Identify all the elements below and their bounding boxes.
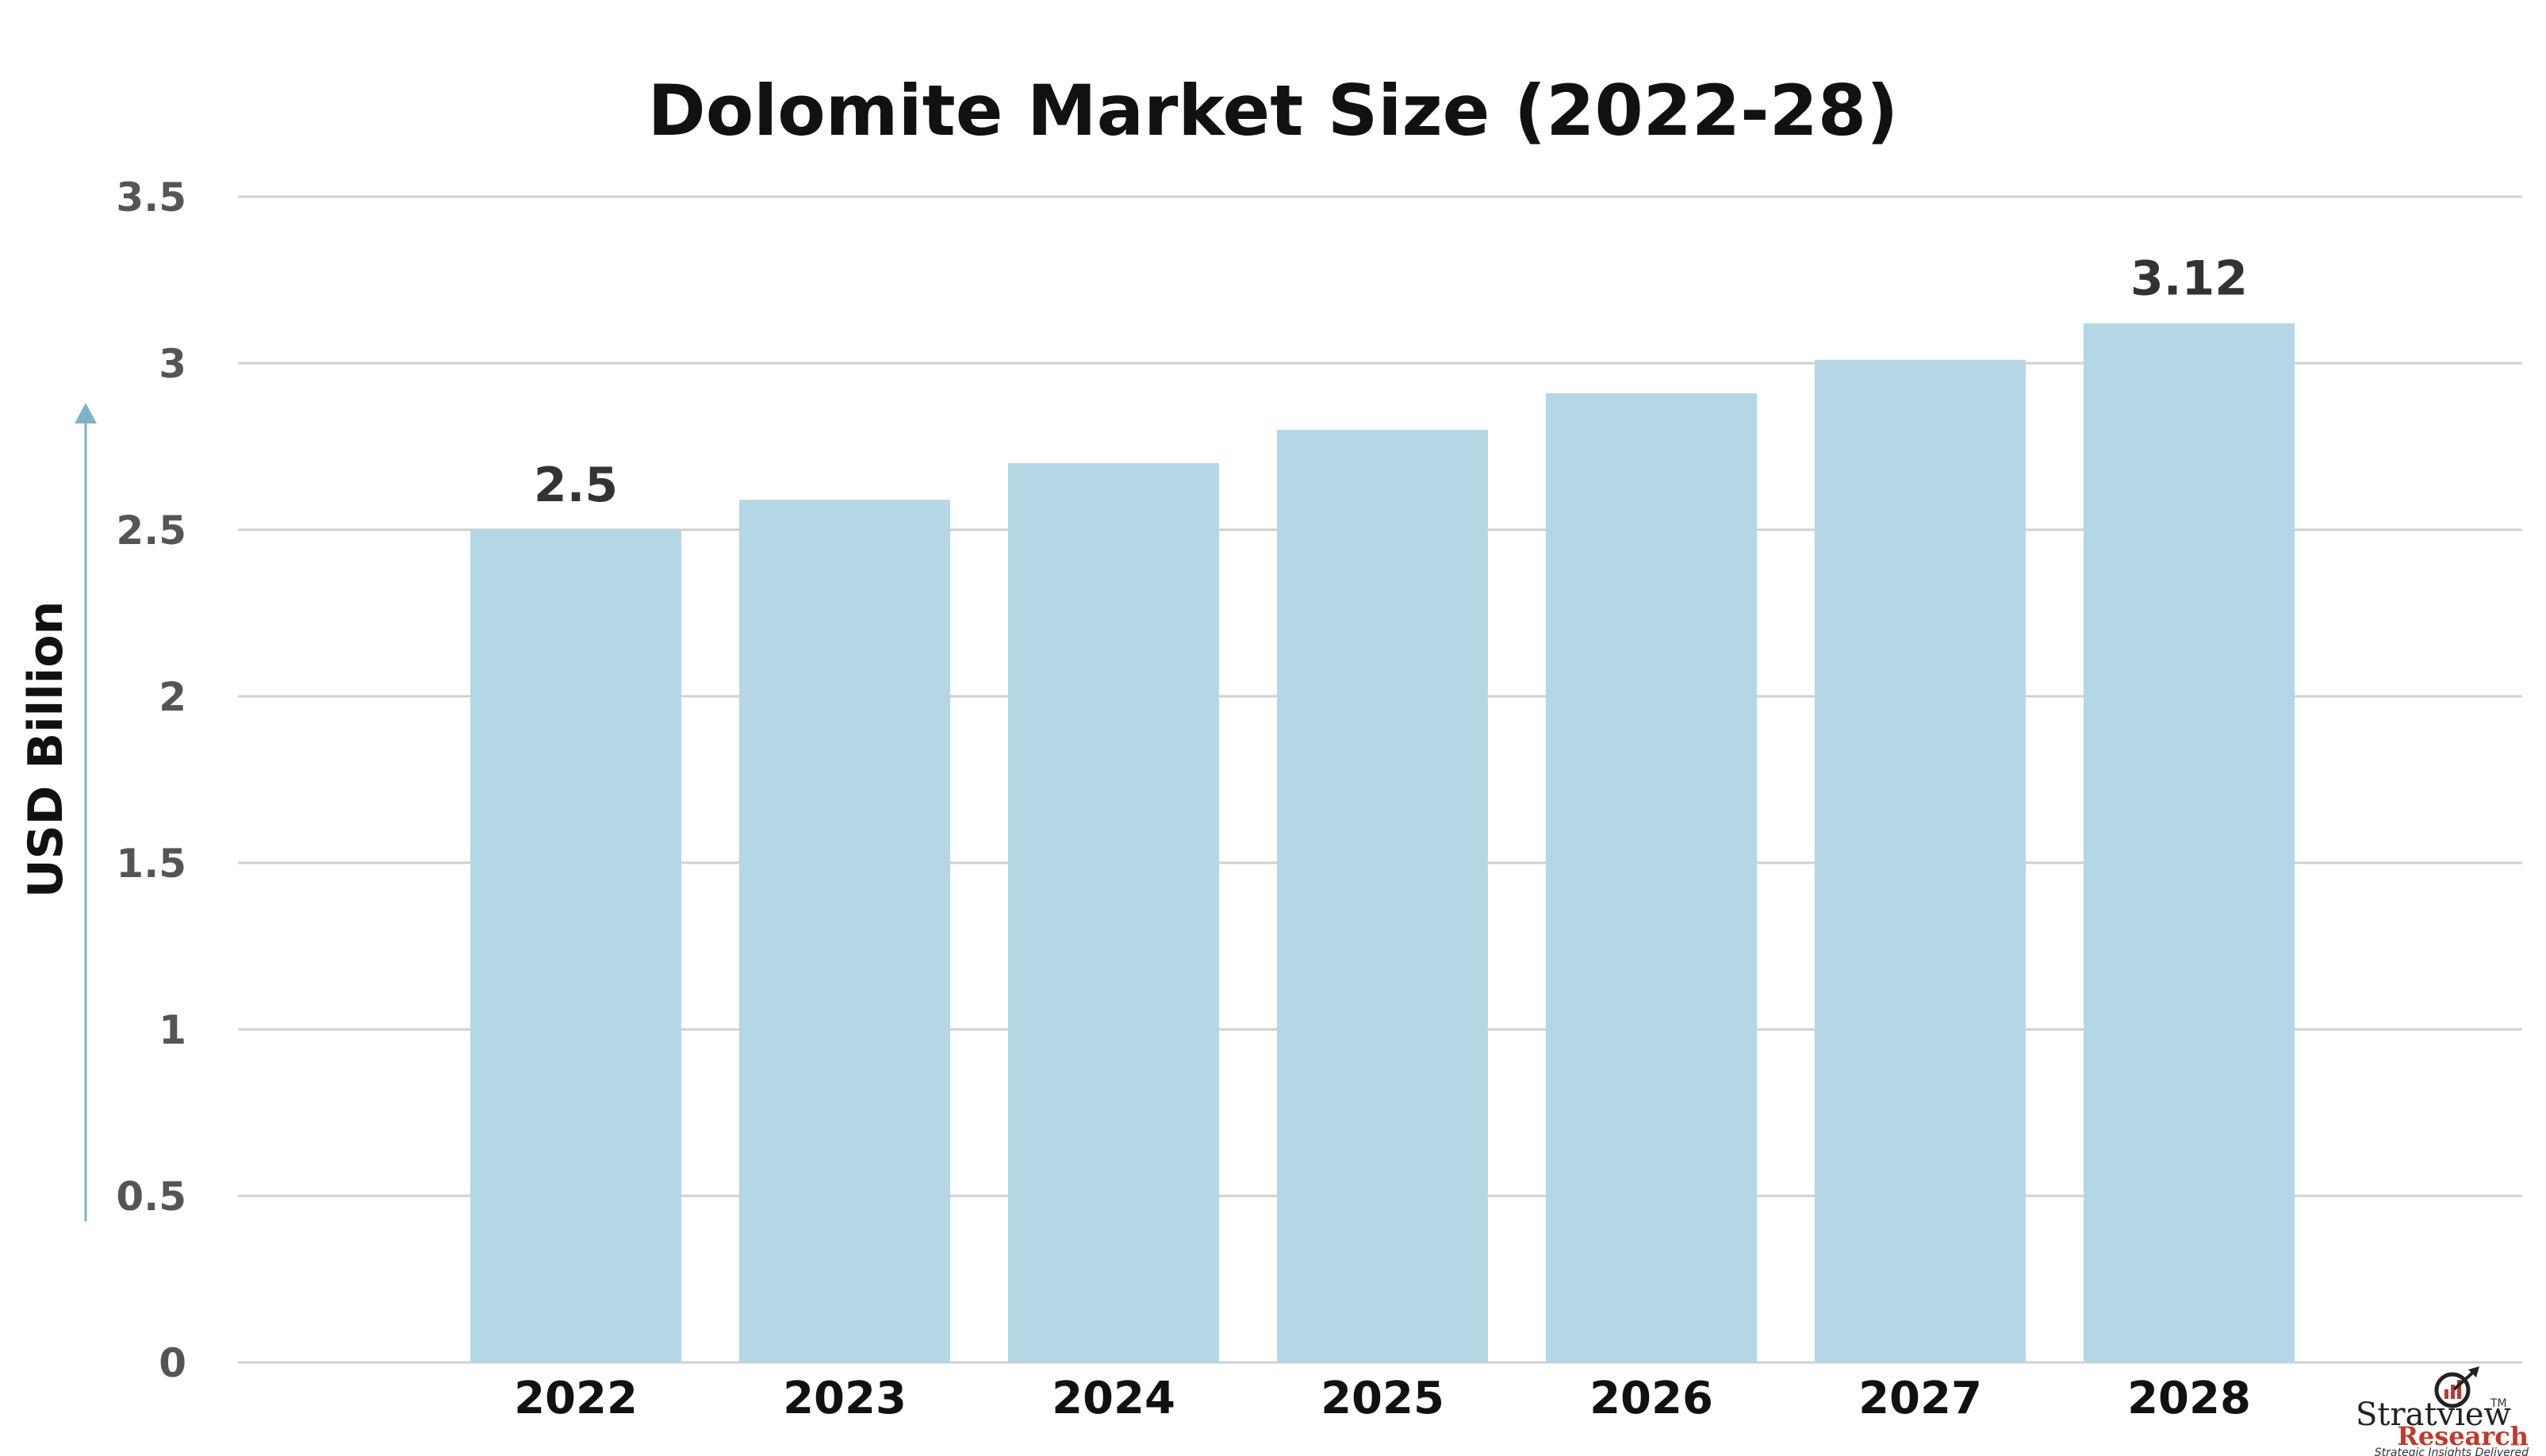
y-tick-label: 2 (159, 674, 186, 720)
bar-2027 (1815, 359, 2026, 1362)
x-tick-label: 2024 (1052, 1373, 1175, 1424)
x-tick-label: 2025 (1321, 1373, 1444, 1424)
stratview-logo: Stratview TM Research Strategic Insights… (2356, 1366, 2529, 1456)
bar-2025 (1277, 430, 1488, 1362)
x-tick-label: 2023 (783, 1373, 907, 1424)
logo-tagline: Strategic Insights Delivered (2375, 1446, 2529, 1456)
x-tick-label: 2026 (1589, 1373, 1713, 1424)
bar-2028 (2084, 323, 2295, 1363)
y-tick-label: 0.5 (116, 1174, 186, 1220)
y-tick-label: 3 (159, 341, 186, 387)
x-tick-label: 2027 (1858, 1373, 1982, 1424)
target-arrow-icon (2434, 1366, 2479, 1408)
y-tick-label: 0 (159, 1340, 186, 1386)
bar-2026 (1546, 393, 1757, 1362)
x-tick-label: 2022 (514, 1373, 638, 1424)
y-axis-ticks: 0 0.5 1 1.5 2 2.5 3 3.5 (116, 174, 186, 1386)
bar-2024 (1008, 463, 1219, 1362)
logo-research: Research (2397, 1421, 2529, 1451)
chart-title: Dolomite Market Size (2022-28) (648, 70, 1899, 151)
y-tick-label: 3.5 (116, 174, 186, 220)
bars (470, 323, 2295, 1363)
y-tick-label: 2.5 (116, 508, 186, 554)
logo-tm: TM (2490, 1397, 2507, 1410)
x-tick-label: 2028 (2127, 1373, 2251, 1424)
data-label: 3.12 (2130, 251, 2248, 307)
y-tick-label: 1 (159, 1007, 186, 1053)
logo-name: Stratview (2356, 1397, 2511, 1433)
y-axis-arrow (75, 403, 97, 1221)
data-label: 2.5 (534, 458, 618, 513)
x-axis-ticks: 2022 2023 2024 2025 2026 2027 2028 (514, 1373, 2251, 1424)
y-axis-label: USD Billion (18, 601, 74, 899)
bar-2023 (739, 500, 950, 1363)
data-labels: 2.5 3.12 (534, 251, 2248, 513)
y-tick-label: 1.5 (116, 841, 186, 887)
bar-2022 (470, 530, 681, 1362)
